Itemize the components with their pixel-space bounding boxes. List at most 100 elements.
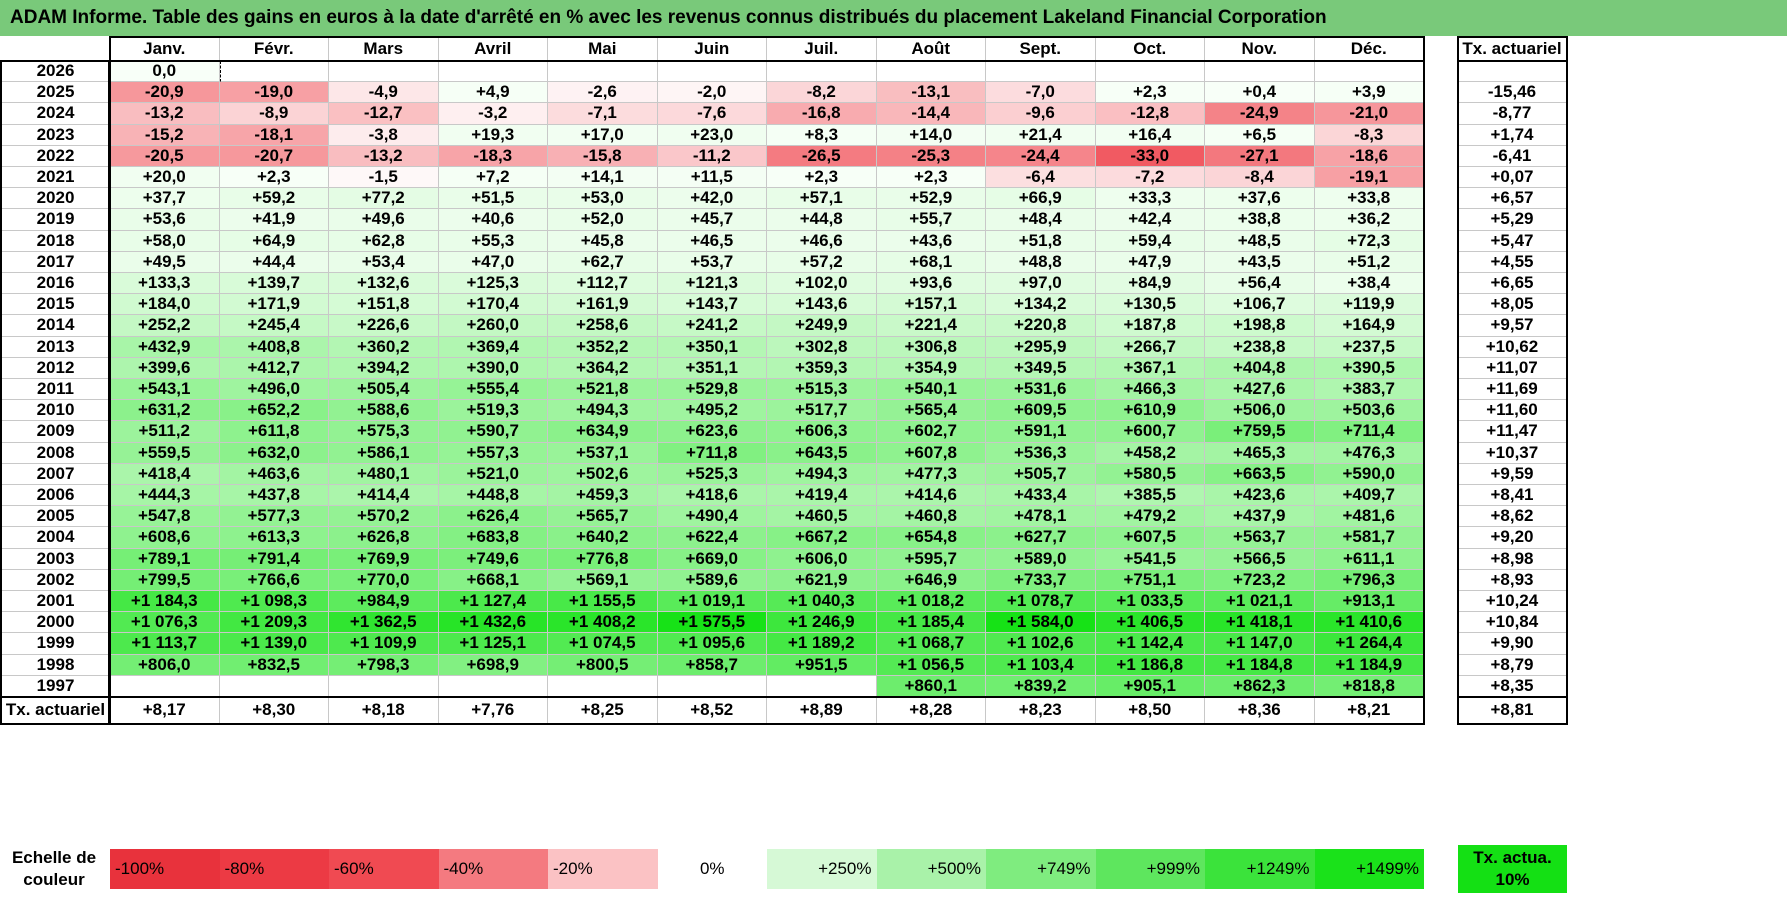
gain-cell: +1 019,1	[657, 591, 767, 613]
gain-cell: +595,7	[876, 548, 986, 570]
year-label: 2013	[2, 336, 110, 358]
gain-cell: -7,6	[657, 103, 767, 125]
gain-cell: +43,5	[1205, 251, 1315, 273]
gain-cell: +711,4	[1314, 421, 1424, 443]
rate-cell: +8,62	[1458, 506, 1567, 528]
rate-cell: +1,74	[1458, 124, 1567, 146]
rate-cell: +10,84	[1458, 612, 1567, 634]
month-header: Juil.	[767, 37, 877, 61]
rate-cell: +9,57	[1458, 315, 1567, 337]
gain-cell: +66,9	[986, 188, 1096, 210]
year-label: 2023	[2, 124, 110, 146]
gain-cell: +543,1	[110, 379, 220, 401]
gain-cell: +610,9	[1095, 400, 1205, 422]
gain-cell: +608,6	[110, 527, 220, 549]
gain-cell: -2,0	[657, 82, 767, 104]
gain-cell: +751,1	[1095, 569, 1205, 591]
gain-cell: +46,5	[657, 230, 767, 252]
gain-cell: +151,8	[329, 294, 439, 316]
gain-cell: +0,4	[1205, 82, 1315, 104]
gain-cell: +433,4	[986, 485, 1096, 507]
gain-cell: +634,9	[548, 421, 658, 443]
gain-cell	[1095, 61, 1205, 83]
month-header: Janv.	[110, 37, 220, 61]
gain-cell	[548, 61, 658, 83]
year-label: 2014	[2, 315, 110, 337]
gain-cell: -16,8	[767, 103, 877, 125]
gain-cell: +43,6	[876, 230, 986, 252]
gain-cell: +408,8	[219, 336, 329, 358]
gain-cell: +132,6	[329, 273, 439, 295]
gain-cell: +130,5	[1095, 294, 1205, 316]
gain-cell: +536,3	[986, 442, 1096, 464]
gain-cell: +770,0	[329, 569, 439, 591]
gain-cell: -13,2	[110, 103, 220, 125]
gain-cell: +77,2	[329, 188, 439, 210]
gain-cell: +611,1	[1314, 548, 1424, 570]
gain-cell: +383,7	[1314, 379, 1424, 401]
gain-cell: +45,7	[657, 209, 767, 231]
gain-cell: +6,5	[1205, 124, 1315, 146]
gain-cell: +951,5	[767, 654, 877, 676]
gain-cell: +394,2	[329, 357, 439, 379]
gain-cell: +221,4	[876, 315, 986, 337]
gain-cell	[438, 61, 548, 83]
gain-cell: +33,8	[1314, 188, 1424, 210]
gain-cell: -15,2	[110, 124, 220, 146]
gain-cell: +521,8	[548, 379, 658, 401]
year-label: 1997	[2, 675, 110, 697]
gain-cell: +646,9	[876, 569, 986, 591]
gain-cell: +68,1	[876, 251, 986, 273]
title-bar: ADAM Informe. Table des gains en euros à…	[0, 0, 1787, 36]
footer-rate-cell: +8,52	[657, 697, 767, 724]
gain-cell: +600,7	[1095, 421, 1205, 443]
gain-cell: +44,8	[767, 209, 877, 231]
gain-cell: +2,3	[219, 167, 329, 189]
color-scale-stop: -20%	[548, 849, 658, 889]
gain-cell: -6,4	[986, 167, 1096, 189]
gain-cell: +590,0	[1314, 463, 1424, 485]
gain-cell: +51,8	[986, 230, 1096, 252]
gain-cell: +350,1	[657, 336, 767, 358]
gain-cell	[876, 61, 986, 83]
gain-cell: +52,0	[548, 209, 658, 231]
gain-cell: +53,6	[110, 209, 220, 231]
gain-cell: +8,3	[767, 124, 877, 146]
year-label: 2006	[2, 485, 110, 507]
gain-cell: +106,7	[1205, 294, 1315, 316]
gain-cell	[110, 675, 220, 697]
gain-cell: +351,1	[657, 357, 767, 379]
color-scale-stop: -40%	[438, 849, 548, 889]
gain-cell	[767, 675, 877, 697]
gain-cell: +643,5	[767, 442, 877, 464]
gain-cell: +683,8	[438, 527, 548, 549]
gain-cell: +37,6	[1205, 188, 1315, 210]
gain-cell: +53,7	[657, 251, 767, 273]
gain-cell: +58,0	[110, 230, 220, 252]
gain-cell: +586,1	[329, 442, 439, 464]
rate-cell: -6,41	[1458, 145, 1567, 167]
gain-cell: +51,2	[1314, 251, 1424, 273]
gain-cell: +7,2	[438, 167, 548, 189]
gain-cell: +565,7	[548, 506, 658, 528]
gain-cell	[767, 61, 877, 83]
gain-cell: +477,3	[876, 463, 986, 485]
gain-cell: +465,3	[1205, 442, 1315, 464]
gain-cell: +143,6	[767, 294, 877, 316]
gain-cell: +566,5	[1205, 548, 1315, 570]
gain-cell: +59,4	[1095, 230, 1205, 252]
gain-cell: +427,6	[1205, 379, 1315, 401]
gain-cell: +295,9	[986, 336, 1096, 358]
gain-cell: +1 125,1	[438, 633, 548, 655]
gain-cell: +627,7	[986, 527, 1096, 549]
year-label: 2019	[2, 209, 110, 231]
gain-cell: +367,1	[1095, 357, 1205, 379]
gain-cell: -24,9	[1205, 103, 1315, 125]
gain-cell: -8,4	[1205, 167, 1315, 189]
gain-cell: +184,0	[110, 294, 220, 316]
gain-cell: +414,4	[329, 485, 439, 507]
gain-cell: +187,8	[1095, 315, 1205, 337]
gain-cell: -19,1	[1314, 167, 1424, 189]
rate-cell: +5,29	[1458, 209, 1567, 231]
gain-cell: +260,0	[438, 315, 548, 337]
